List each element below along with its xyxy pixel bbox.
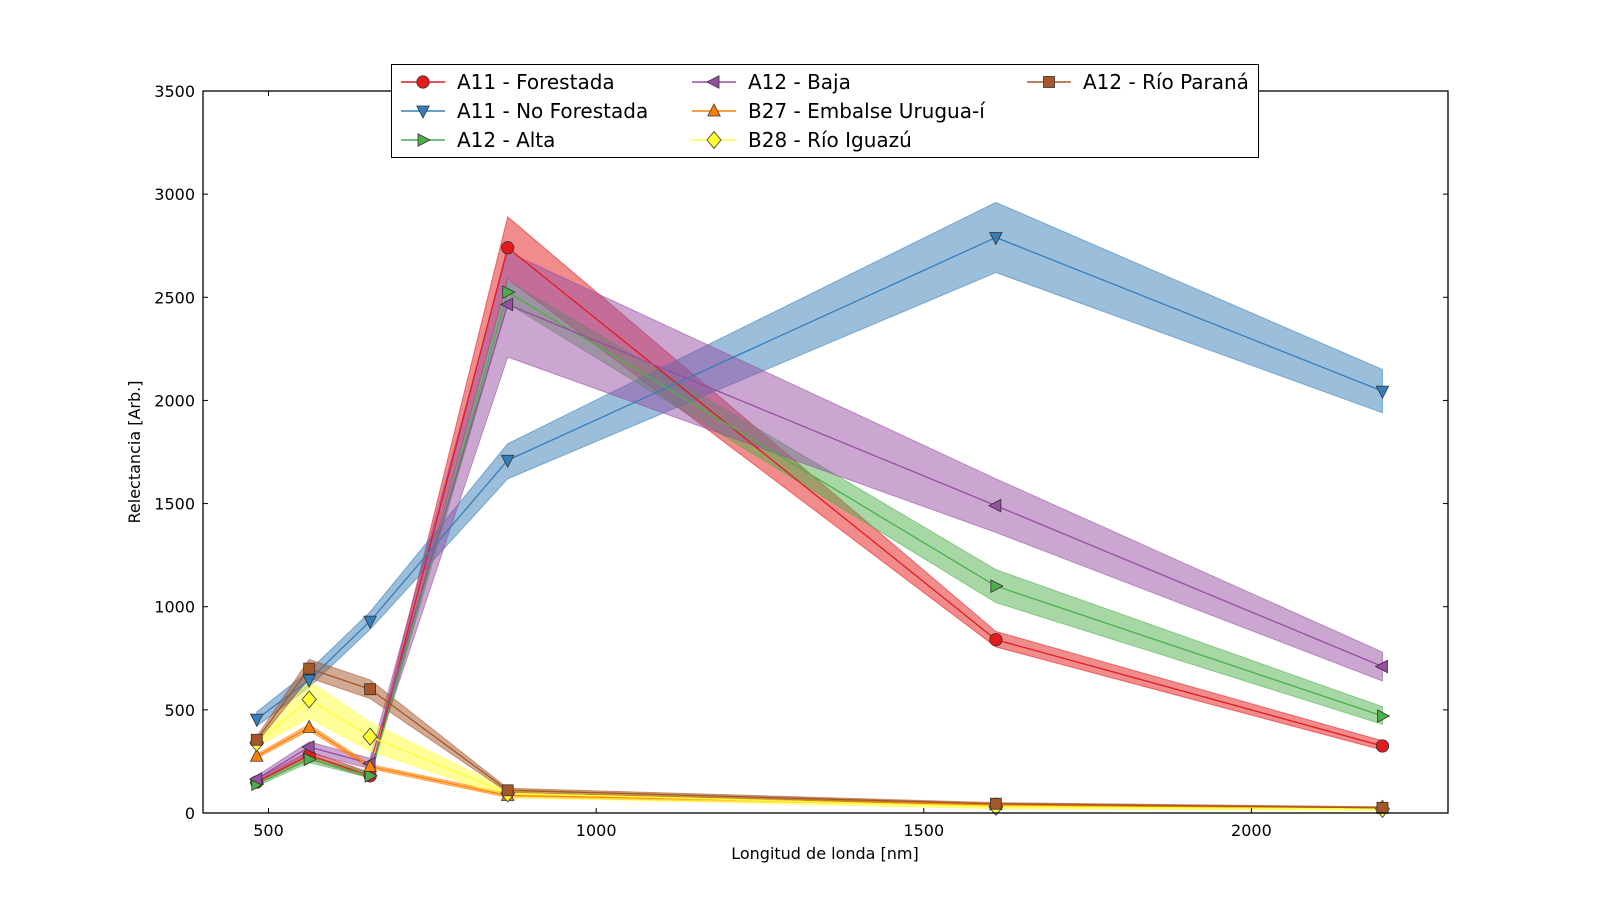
point-a12-rio-parana [989, 797, 1002, 810]
y-tick-label: 500 [164, 701, 195, 720]
legend-label: A12 - Alta [457, 128, 556, 152]
legend-marker [416, 105, 430, 119]
line-b28-rio-iguazu [256, 698, 1383, 810]
point-b27-embalse-urugua-i [363, 758, 377, 772]
legend: A11 - Forestada A11 - No Forestada A12 - A… [391, 64, 1259, 158]
legend-swatch [401, 133, 445, 147]
point-b28-rio-iguazu [362, 727, 378, 746]
point-a12-baja [248, 772, 263, 786]
y-tick-label: 1000 [154, 598, 195, 617]
y-tick-label: 2500 [154, 288, 195, 307]
x-tick-label: 2000 [1231, 821, 1272, 840]
legend-marker [707, 103, 721, 117]
point-a12-alta [990, 579, 1004, 593]
point-a11-no-forestada [1375, 385, 1390, 400]
point-a12-alta [364, 769, 378, 783]
point-a12-baja [499, 297, 514, 312]
x-tick-label: 1500 [903, 821, 944, 840]
axis-ticks: 500 1000 1500 2000 0 500 1000 1500 2000 2500 3000 3… [154, 82, 1448, 840]
band-a12-alta [256, 280, 1383, 787]
legend-item-a12-alta: A12 - Alta [399, 126, 555, 154]
point-a12-baja [301, 740, 315, 754]
point-a12-rio-parana [1376, 801, 1389, 814]
point-a12-alta [502, 285, 516, 299]
error-bands [256, 201, 1383, 812]
point-b28-rio-iguazu [301, 690, 317, 709]
y-tick-label: 3500 [154, 82, 195, 101]
point-a11-no-forestada [302, 674, 317, 688]
legend-item-a11-forestada: A11 - Forestada [399, 68, 615, 96]
band-a12-rio-parana [256, 658, 1383, 810]
y-tick-label: 2000 [154, 391, 195, 410]
y-tick-label: 1500 [154, 495, 195, 514]
legend-item-a12-baja: A12 - Baja [690, 68, 851, 96]
legend-label: A12 - Río Paraná [1083, 70, 1249, 94]
point-a11-no-forestada [500, 454, 515, 469]
point-a12-alta [1377, 709, 1391, 723]
legend-item-a12-rio-parana: A12 - Río Paraná [1025, 68, 1249, 96]
legend-swatch [401, 105, 445, 119]
point-a11-no-forestada [989, 232, 1003, 246]
legend-label: A12 - Baja [748, 70, 851, 94]
legend-label: B27 - Embalse Urugua-í [748, 99, 985, 123]
point-a12-rio-parana [364, 683, 376, 696]
y-tick-label: 3000 [154, 185, 195, 204]
x-tick-label: 500 [253, 821, 284, 840]
legend-marker [706, 130, 722, 150]
point-a12-rio-parana [250, 733, 263, 746]
y-tick-label: 0 [185, 804, 195, 823]
point-a12-baja [1374, 659, 1388, 674]
legend-item-b28-rio-iguazu: B28 - Río Iguazú [690, 126, 912, 154]
legend-marker [706, 75, 720, 89]
legend-label: B28 - Río Iguazú [748, 128, 912, 152]
y-axis-title: Relectancia [Arb.] [125, 381, 144, 524]
series-lines [256, 236, 1383, 810]
legend-swatch [1027, 76, 1071, 88]
legend-swatch [692, 130, 736, 150]
point-a12-rio-parana [303, 662, 316, 675]
legend-swatch [692, 103, 736, 117]
legend-label: A11 - No Forestada [457, 99, 649, 123]
legend-marker [417, 133, 431, 147]
legend-marker [416, 75, 430, 89]
line-a11-forestada [256, 246, 1383, 783]
legend-item-b27-embalse-urugua-i: B27 - Embalse Urugua-í [690, 97, 985, 125]
legend-swatch [401, 75, 445, 89]
x-axis-title: Longitud de londa [nm] [731, 844, 919, 863]
legend-swatch [692, 75, 736, 89]
point-a11-forestada [989, 633, 1003, 647]
line-a12-rio-parana [256, 667, 1383, 809]
point-b27-embalse-urugua-i [302, 719, 317, 733]
x-tick-label: 1000 [576, 821, 617, 840]
point-b27-embalse-urugua-i [249, 748, 264, 762]
line-a11-no-forestada [256, 236, 1383, 720]
line-a12-baja [256, 303, 1383, 780]
line-a12-alta [256, 291, 1383, 785]
legend-label: A11 - Forestada [457, 70, 615, 94]
point-a12-rio-parana [501, 784, 514, 797]
line-b27-embalse-urugua-i [256, 726, 1383, 809]
point-a11-no-forestada [249, 713, 264, 728]
legend-marker [1043, 76, 1055, 88]
point-a11-forestada [1375, 739, 1390, 753]
point-a12-baja [987, 498, 1002, 513]
legend-item-a11-no-forestada: A11 - No Forestada [399, 97, 648, 125]
point-a11-forestada [501, 241, 515, 255]
point-a12-alta [303, 752, 318, 767]
point-a11-no-forestada [363, 615, 377, 630]
